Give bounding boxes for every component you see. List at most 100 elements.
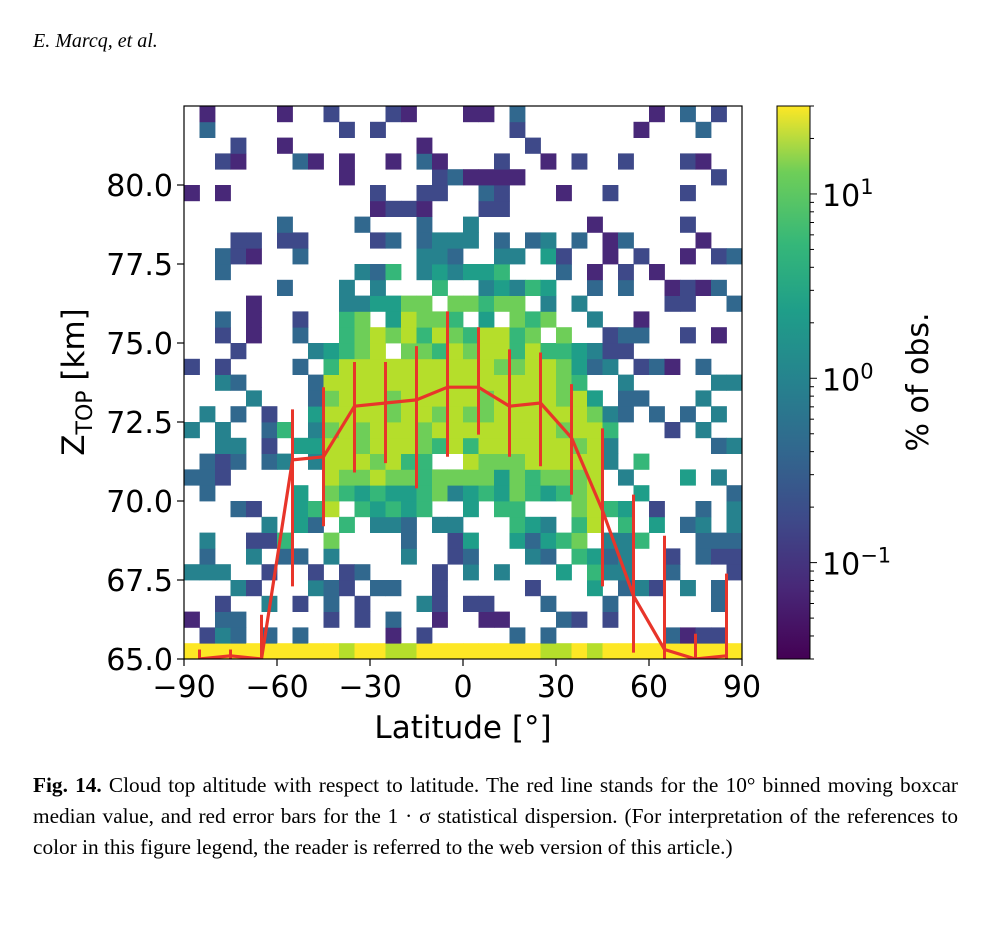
- heatmap-cell: [354, 390, 371, 407]
- heatmap-cell: [401, 358, 417, 375]
- heatmap-cell: [633, 327, 650, 344]
- heatmap-cell: [540, 595, 557, 612]
- colorbar-tick-label: 10−1: [822, 544, 891, 583]
- heatmap-cell: [540, 279, 557, 296]
- heatmap-cell: [463, 232, 479, 249]
- heatmap-cell: [463, 327, 479, 344]
- heatmap-cell: [525, 422, 541, 439]
- heatmap-cell: [184, 185, 200, 202]
- heatmap-cell: [339, 437, 355, 454]
- heatmap-cell: [339, 295, 355, 312]
- heatmap-cell: [308, 390, 324, 407]
- heatmap-cell: [525, 311, 541, 328]
- heatmap-cell: [664, 422, 681, 439]
- heatmap-cell: [432, 358, 448, 375]
- heatmap-cell: [432, 422, 448, 439]
- heatmap-cell: [447, 469, 464, 486]
- heatmap-cell: [556, 485, 572, 502]
- heatmap-cell: [711, 627, 727, 644]
- heatmap-cell: [587, 516, 603, 533]
- heatmap-cell: [339, 153, 355, 170]
- heatmap-cell: [571, 343, 588, 360]
- heatmap-cell: [633, 121, 650, 138]
- x-tick-label: 60: [630, 670, 668, 705]
- heatmap-cell: [463, 106, 479, 123]
- heatmap-cell: [184, 422, 200, 439]
- heatmap-cell: [215, 627, 231, 644]
- heatmap-cell: [525, 374, 541, 391]
- heatmap-cell: [509, 643, 526, 659]
- heatmap-cell: [385, 643, 402, 659]
- heatmap-cell: [370, 437, 386, 454]
- heatmap-cell: [416, 343, 433, 360]
- heatmap-cell: [215, 611, 231, 628]
- heatmap-cell: [618, 327, 634, 344]
- heatmap-cell: [478, 595, 495, 612]
- heatmap-cell: [432, 248, 448, 265]
- heatmap-cell: [540, 532, 557, 549]
- heatmap-cell: [571, 358, 588, 375]
- heatmap-cell: [432, 185, 448, 202]
- heatmap-cell: [726, 374, 742, 391]
- heatmap-cell: [370, 453, 386, 470]
- heatmap-cell: [447, 422, 464, 439]
- heatmap-cell: [571, 422, 588, 439]
- heatmap-cell: [354, 358, 371, 375]
- heatmap-cell: [184, 611, 200, 628]
- heatmap-cell: [463, 469, 479, 486]
- heatmap-cell: [571, 390, 588, 407]
- heatmap-cell: [587, 390, 603, 407]
- heatmap-cell: [432, 374, 448, 391]
- heatmap-cell: [556, 185, 572, 202]
- heatmap-cell: [246, 390, 262, 407]
- heatmap-cell: [385, 580, 402, 597]
- heatmap-cell: [215, 374, 231, 391]
- heatmap-cell: [370, 358, 386, 375]
- heatmap-cell: [292, 501, 309, 518]
- heatmap-cell: [494, 295, 510, 312]
- heatmap-cell: [587, 564, 603, 581]
- heatmap-cell: [215, 185, 231, 202]
- heatmap-cell: [525, 548, 541, 565]
- heatmap-cell: [246, 232, 262, 249]
- y-axis-label-unit: [km]: [56, 308, 92, 390]
- heatmap-cell: [401, 374, 417, 391]
- heatmap-cell: [494, 232, 510, 249]
- heatmap-cell: [432, 580, 448, 597]
- heatmap-cell: [618, 390, 634, 407]
- heatmap-cell: [602, 611, 619, 628]
- heatmap-cell: [416, 469, 433, 486]
- heatmap-cell: [509, 311, 526, 328]
- heatmap-cell: [246, 548, 262, 565]
- heatmap-cell: [478, 406, 495, 423]
- heatmap-cell: [230, 437, 247, 454]
- heatmap-cell: [494, 169, 510, 186]
- heatmap-cell: [432, 169, 448, 186]
- heatmap-cell: [246, 327, 262, 344]
- heatmap-cell: [463, 264, 479, 281]
- heatmap-cell: [618, 232, 634, 249]
- x-axis-ticks: −90 −60 −30 0 30 60 90: [152, 659, 761, 705]
- heatmap-cell: [385, 295, 402, 312]
- heatmap-cell: [711, 169, 727, 186]
- heatmap-cell: [292, 358, 309, 375]
- heatmap-cell: [587, 264, 603, 281]
- heatmap-cell: [463, 485, 479, 502]
- heatmap-cell: [711, 548, 727, 565]
- heatmap-cell: [401, 343, 417, 360]
- heatmap-cell: [277, 216, 293, 233]
- heatmap-cell: [587, 406, 603, 423]
- heatmap-cell: [230, 406, 247, 423]
- heatmap-cell: [494, 485, 510, 502]
- heatmap-cell: [695, 501, 712, 518]
- heatmap-cell: [540, 232, 557, 249]
- heatmap-cell: [401, 469, 417, 486]
- heatmap-cell: [478, 200, 495, 217]
- heatmap-cell: [680, 580, 696, 597]
- heatmap-cell: [432, 516, 448, 533]
- heatmap-cell: [230, 153, 247, 170]
- heatmap-cell: [571, 643, 588, 659]
- heatmap-cell: [354, 327, 371, 344]
- caption-label: Fig. 14.: [33, 773, 102, 797]
- heatmap-cell: [680, 295, 696, 312]
